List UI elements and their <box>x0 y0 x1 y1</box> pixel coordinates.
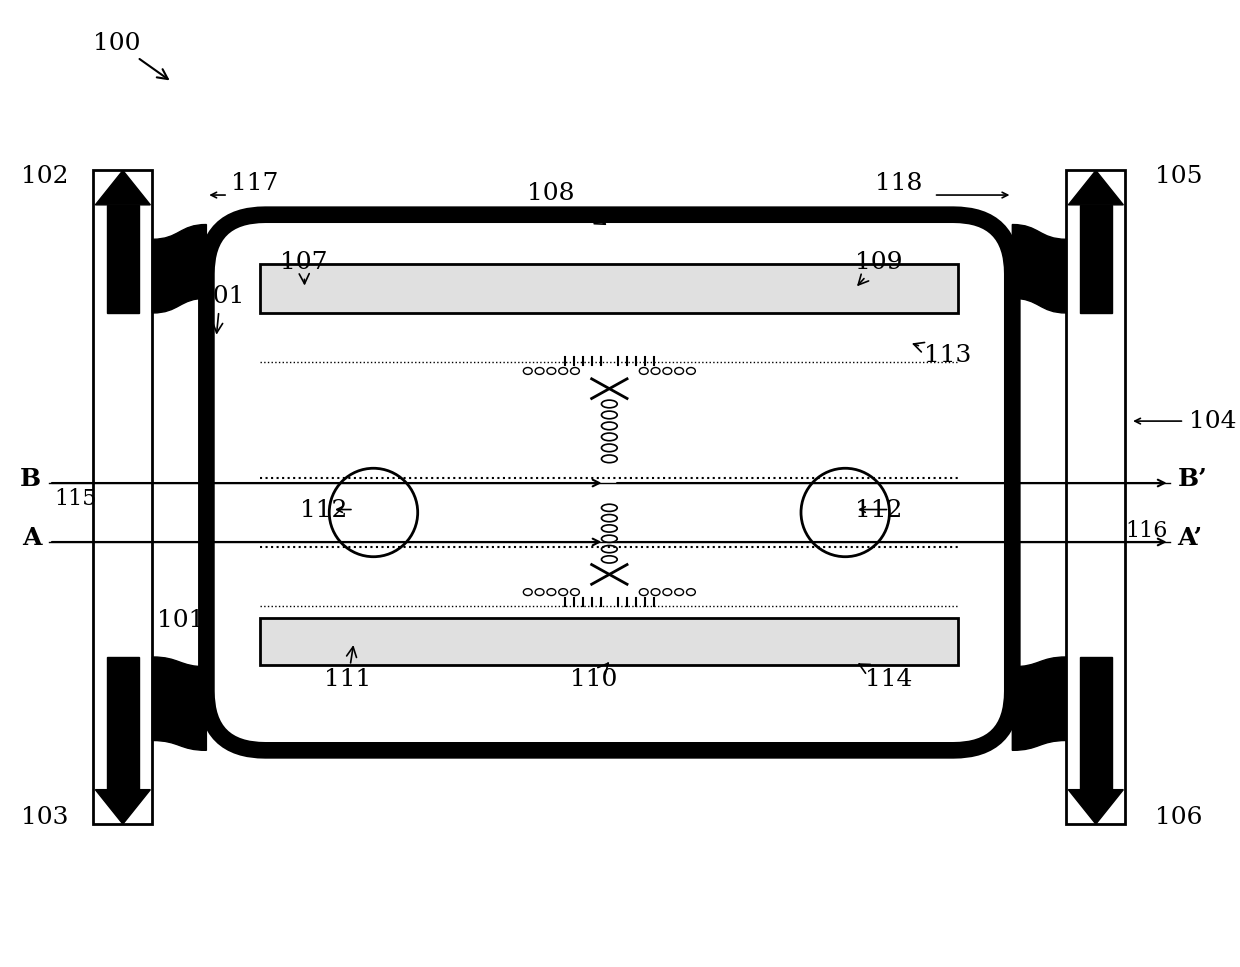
Polygon shape <box>1080 205 1111 313</box>
Polygon shape <box>1080 657 1111 790</box>
Text: 112: 112 <box>300 499 347 522</box>
Text: 106: 106 <box>1154 806 1203 829</box>
Text: 104: 104 <box>1189 410 1236 432</box>
Bar <box>260 264 959 313</box>
Text: 105: 105 <box>1154 165 1203 189</box>
Polygon shape <box>107 657 139 790</box>
Ellipse shape <box>651 589 660 596</box>
PathPatch shape <box>1012 657 1066 750</box>
Ellipse shape <box>601 504 618 512</box>
Text: 107: 107 <box>280 250 327 283</box>
Ellipse shape <box>640 589 649 596</box>
Ellipse shape <box>651 367 660 374</box>
Ellipse shape <box>570 589 579 596</box>
Text: 112: 112 <box>856 499 903 522</box>
Text: 108: 108 <box>527 182 605 224</box>
Circle shape <box>330 468 418 557</box>
Ellipse shape <box>675 589 683 596</box>
Polygon shape <box>1069 790 1123 824</box>
Text: A’: A’ <box>1178 526 1203 550</box>
Ellipse shape <box>601 411 618 419</box>
Text: B: B <box>20 467 41 491</box>
Text: 115: 115 <box>55 487 97 510</box>
Ellipse shape <box>536 367 544 374</box>
Ellipse shape <box>601 433 618 441</box>
Ellipse shape <box>601 535 618 542</box>
Polygon shape <box>95 170 150 205</box>
Polygon shape <box>95 790 150 824</box>
Text: B’: B’ <box>1178 467 1208 491</box>
Ellipse shape <box>523 589 532 596</box>
Text: 103: 103 <box>21 806 68 829</box>
Circle shape <box>801 468 889 557</box>
Bar <box>260 618 959 665</box>
FancyBboxPatch shape <box>93 170 153 824</box>
Ellipse shape <box>601 514 618 522</box>
Ellipse shape <box>547 589 556 596</box>
Text: 114: 114 <box>859 664 913 691</box>
Polygon shape <box>1069 170 1123 205</box>
Text: 101: 101 <box>197 285 244 333</box>
PathPatch shape <box>153 657 206 750</box>
Ellipse shape <box>536 589 544 596</box>
Text: 113: 113 <box>914 342 971 367</box>
Ellipse shape <box>559 589 568 596</box>
Text: 102: 102 <box>21 165 68 189</box>
Ellipse shape <box>523 367 532 374</box>
Text: 110: 110 <box>570 663 618 691</box>
Text: 100: 100 <box>93 32 167 79</box>
Ellipse shape <box>663 589 672 596</box>
PathPatch shape <box>1012 224 1066 313</box>
Text: 111: 111 <box>325 647 372 691</box>
Ellipse shape <box>601 400 618 408</box>
Ellipse shape <box>675 367 683 374</box>
Ellipse shape <box>601 422 618 429</box>
Text: 118: 118 <box>874 172 923 195</box>
Ellipse shape <box>559 367 568 374</box>
Ellipse shape <box>601 525 618 532</box>
Ellipse shape <box>601 455 618 462</box>
Ellipse shape <box>663 367 672 374</box>
Text: 116: 116 <box>1126 520 1168 542</box>
Ellipse shape <box>687 367 696 374</box>
Ellipse shape <box>547 367 556 374</box>
Polygon shape <box>107 205 139 313</box>
Ellipse shape <box>601 556 618 563</box>
Text: 109: 109 <box>856 250 903 285</box>
Text: 101: 101 <box>157 609 212 632</box>
Ellipse shape <box>570 367 579 374</box>
Ellipse shape <box>687 589 696 596</box>
PathPatch shape <box>153 224 206 313</box>
FancyBboxPatch shape <box>1066 170 1126 824</box>
Ellipse shape <box>640 367 649 374</box>
Text: 117: 117 <box>231 172 278 195</box>
FancyBboxPatch shape <box>206 215 1012 750</box>
Text: A: A <box>22 526 41 550</box>
Ellipse shape <box>601 545 618 553</box>
Ellipse shape <box>601 444 618 452</box>
